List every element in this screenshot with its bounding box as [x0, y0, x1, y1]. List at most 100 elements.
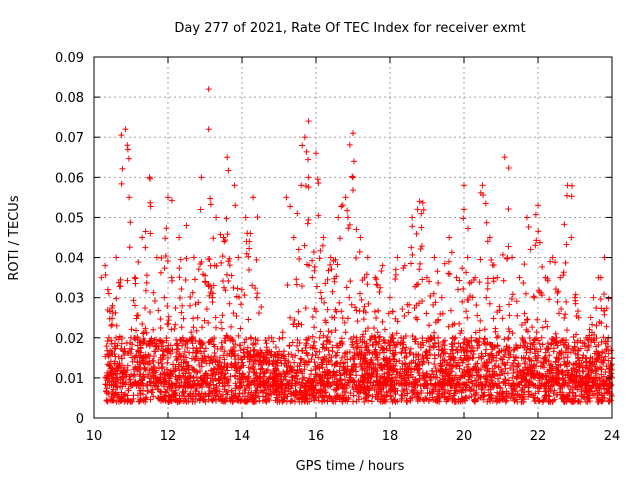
data-point [384, 392, 391, 399]
data-point [316, 334, 323, 341]
data-point [392, 374, 399, 381]
data-point [533, 357, 540, 364]
data-point [104, 361, 111, 368]
data-point [344, 207, 351, 214]
data-point [125, 155, 132, 162]
data-point [348, 301, 355, 308]
data-point [603, 323, 610, 330]
data-point [461, 366, 468, 373]
data-point [558, 337, 565, 344]
data-point [307, 378, 314, 385]
data-point [237, 342, 244, 349]
data-point [500, 277, 507, 284]
data-point [568, 193, 575, 200]
data-point [531, 346, 538, 353]
data-point [325, 375, 332, 382]
data-point [456, 277, 463, 284]
data-point [103, 387, 110, 394]
data-point [197, 206, 204, 213]
data-point [490, 275, 497, 282]
data-point [298, 321, 305, 328]
data-point [509, 390, 516, 397]
data-point [560, 396, 567, 403]
data-point [553, 334, 560, 341]
data-point [482, 372, 489, 379]
data-point [260, 370, 267, 377]
data-point [497, 355, 504, 362]
data-point [361, 365, 368, 372]
data-point [373, 276, 380, 283]
data-point [385, 358, 392, 365]
data-point [349, 383, 356, 390]
data-point [216, 366, 223, 373]
data-point [608, 347, 615, 354]
data-point [491, 362, 498, 369]
data-point [273, 387, 280, 394]
data-point [533, 329, 540, 336]
data-point [280, 352, 287, 359]
data-point [402, 350, 409, 357]
data-point [583, 378, 590, 385]
data-point [310, 249, 317, 256]
data-point [315, 180, 322, 187]
data-point [473, 382, 480, 389]
data-point [527, 366, 534, 373]
data-point [130, 297, 137, 304]
data-point [290, 321, 297, 328]
data-point [266, 390, 273, 397]
data-point [511, 398, 518, 405]
data-point [445, 258, 452, 265]
data-point [476, 327, 483, 334]
data-point [139, 234, 146, 241]
data-point [224, 231, 231, 238]
data-point [313, 308, 320, 315]
data-point [575, 347, 582, 354]
data-point [383, 392, 390, 399]
data-point [320, 341, 327, 348]
data-point [371, 386, 378, 393]
data-point [509, 374, 516, 381]
data-point [593, 322, 600, 329]
data-point [149, 357, 156, 364]
data-point [409, 223, 416, 230]
data-point [219, 312, 226, 319]
data-point [460, 286, 467, 293]
data-point [247, 334, 254, 341]
data-point [362, 351, 369, 358]
data-point [187, 374, 194, 381]
data-point [289, 339, 296, 346]
data-point [526, 335, 533, 342]
data-point [292, 382, 299, 389]
data-point [364, 254, 371, 261]
data-point [301, 382, 308, 389]
data-point [277, 382, 284, 389]
data-point [224, 361, 231, 368]
y-tick-label: 0.08 [55, 91, 84, 106]
data-point [223, 388, 230, 395]
data-point [361, 303, 368, 310]
data-point [281, 355, 288, 362]
data-point [561, 341, 568, 348]
data-point [424, 274, 430, 281]
data-point [302, 183, 309, 190]
data-point [254, 351, 261, 358]
data-point [162, 235, 169, 242]
data-point [191, 356, 198, 363]
data-point [295, 246, 302, 253]
data-point [488, 257, 495, 264]
data-point [187, 302, 194, 309]
data-point [119, 395, 126, 402]
data-point [98, 274, 105, 281]
data-point [194, 314, 201, 321]
data-point [206, 360, 213, 367]
data-point [409, 251, 416, 258]
data-point [159, 364, 166, 371]
data-point [151, 363, 158, 370]
data-point [475, 376, 482, 383]
data-point [461, 373, 468, 380]
data-point [294, 342, 301, 349]
data-point [381, 326, 388, 333]
data-point [492, 395, 499, 402]
data-point [234, 285, 241, 292]
data-point [427, 334, 434, 341]
